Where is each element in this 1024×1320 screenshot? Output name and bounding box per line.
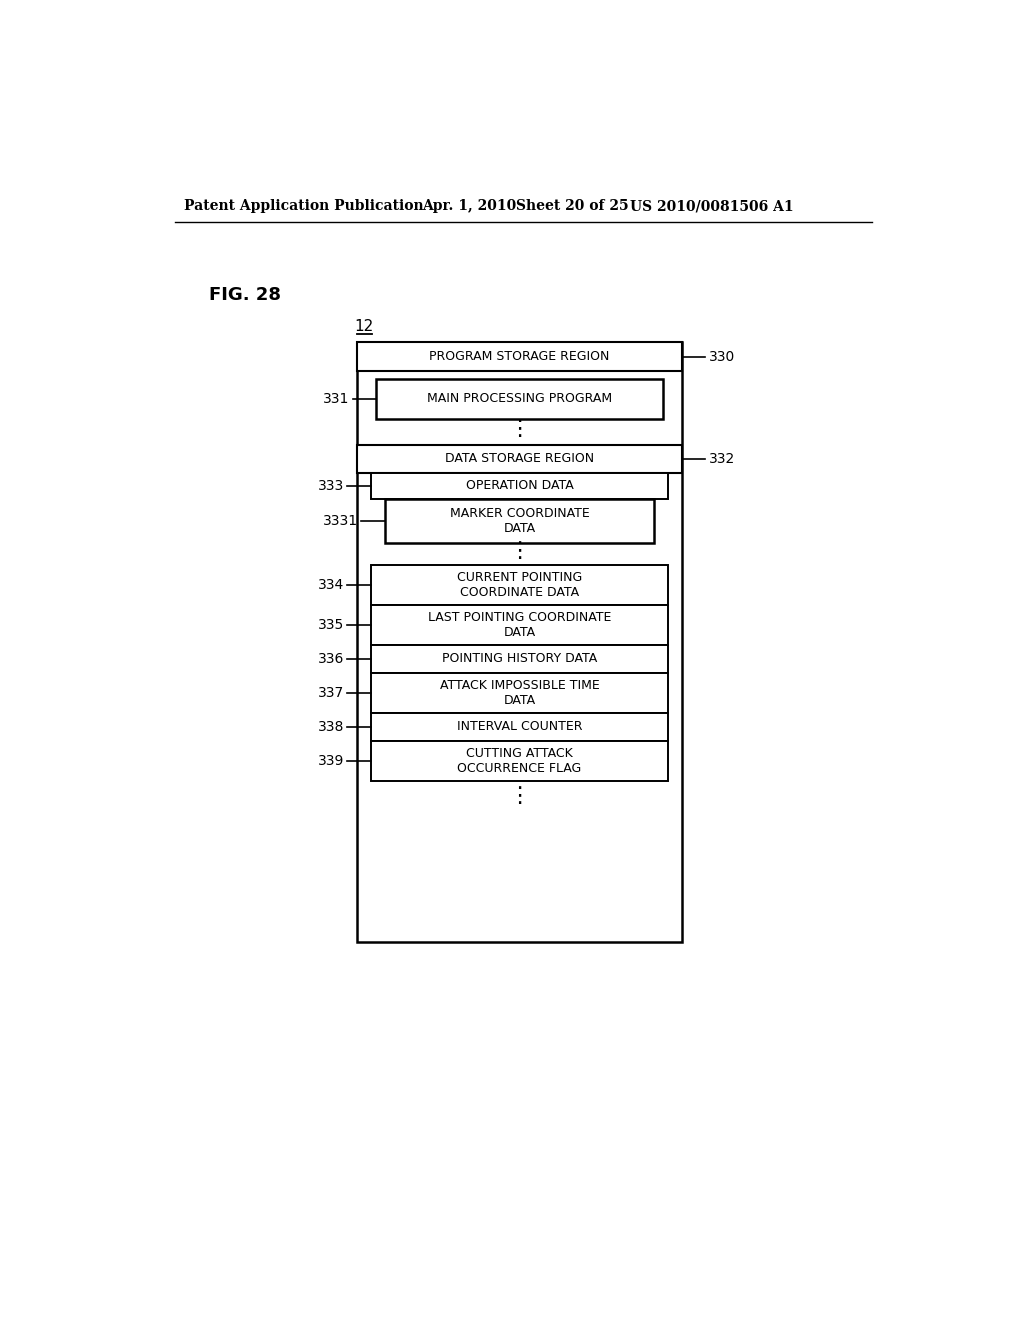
Text: MARKER COORDINATE
DATA: MARKER COORDINATE DATA	[450, 507, 589, 535]
Text: ATTACK IMPOSSIBLE TIME
DATA: ATTACK IMPOSSIBLE TIME DATA	[439, 678, 599, 706]
Text: CURRENT POINTING
COORDINATE DATA: CURRENT POINTING COORDINATE DATA	[457, 572, 582, 599]
Text: 338: 338	[317, 719, 344, 734]
Bar	[356, 342, 682, 942]
Text: 339: 339	[317, 754, 344, 767]
Text: 330: 330	[709, 350, 735, 364]
Bar	[371, 645, 669, 673]
Bar	[371, 605, 669, 645]
Text: FIG. 28: FIG. 28	[209, 286, 282, 305]
Text: 335: 335	[318, 618, 344, 632]
Text: 12: 12	[354, 318, 374, 334]
Text: POINTING HISTORY DATA: POINTING HISTORY DATA	[441, 652, 597, 665]
Text: 332: 332	[709, 451, 735, 466]
Text: LAST POINTING COORDINATE
DATA: LAST POINTING COORDINATE DATA	[428, 611, 611, 639]
Text: 3331: 3331	[323, 513, 358, 528]
Text: 334: 334	[318, 578, 344, 591]
Text: 337: 337	[318, 686, 344, 700]
Text: OPERATION DATA: OPERATION DATA	[466, 479, 573, 492]
Bar	[371, 473, 669, 499]
Text: MAIN PROCESSING PROGRAM: MAIN PROCESSING PROGRAM	[427, 392, 612, 405]
Bar	[385, 499, 654, 544]
Text: INTERVAL COUNTER: INTERVAL COUNTER	[457, 721, 582, 733]
Bar	[376, 379, 663, 418]
Text: 331: 331	[324, 392, 349, 405]
Bar	[371, 713, 669, 741]
Text: US 2010/0081506 A1: US 2010/0081506 A1	[630, 199, 794, 213]
Bar	[356, 342, 682, 371]
Text: PROGRAM STORAGE REGION: PROGRAM STORAGE REGION	[429, 350, 609, 363]
Text: DATA STORAGE REGION: DATA STORAGE REGION	[444, 453, 594, 465]
Text: ⋮: ⋮	[508, 541, 530, 561]
Bar	[371, 565, 669, 605]
Text: 336: 336	[317, 652, 344, 665]
Text: Apr. 1, 2010: Apr. 1, 2010	[423, 199, 517, 213]
Bar	[371, 741, 669, 780]
Text: Patent Application Publication: Patent Application Publication	[183, 199, 424, 213]
Bar	[356, 445, 682, 473]
Bar	[371, 673, 669, 713]
Text: ⋮: ⋮	[508, 785, 530, 807]
Text: Sheet 20 of 25: Sheet 20 of 25	[515, 199, 628, 213]
Text: CUTTING ATTACK
OCCURRENCE FLAG: CUTTING ATTACK OCCURRENCE FLAG	[458, 747, 582, 775]
Text: ⋮: ⋮	[508, 420, 530, 440]
Text: 333: 333	[318, 479, 344, 492]
